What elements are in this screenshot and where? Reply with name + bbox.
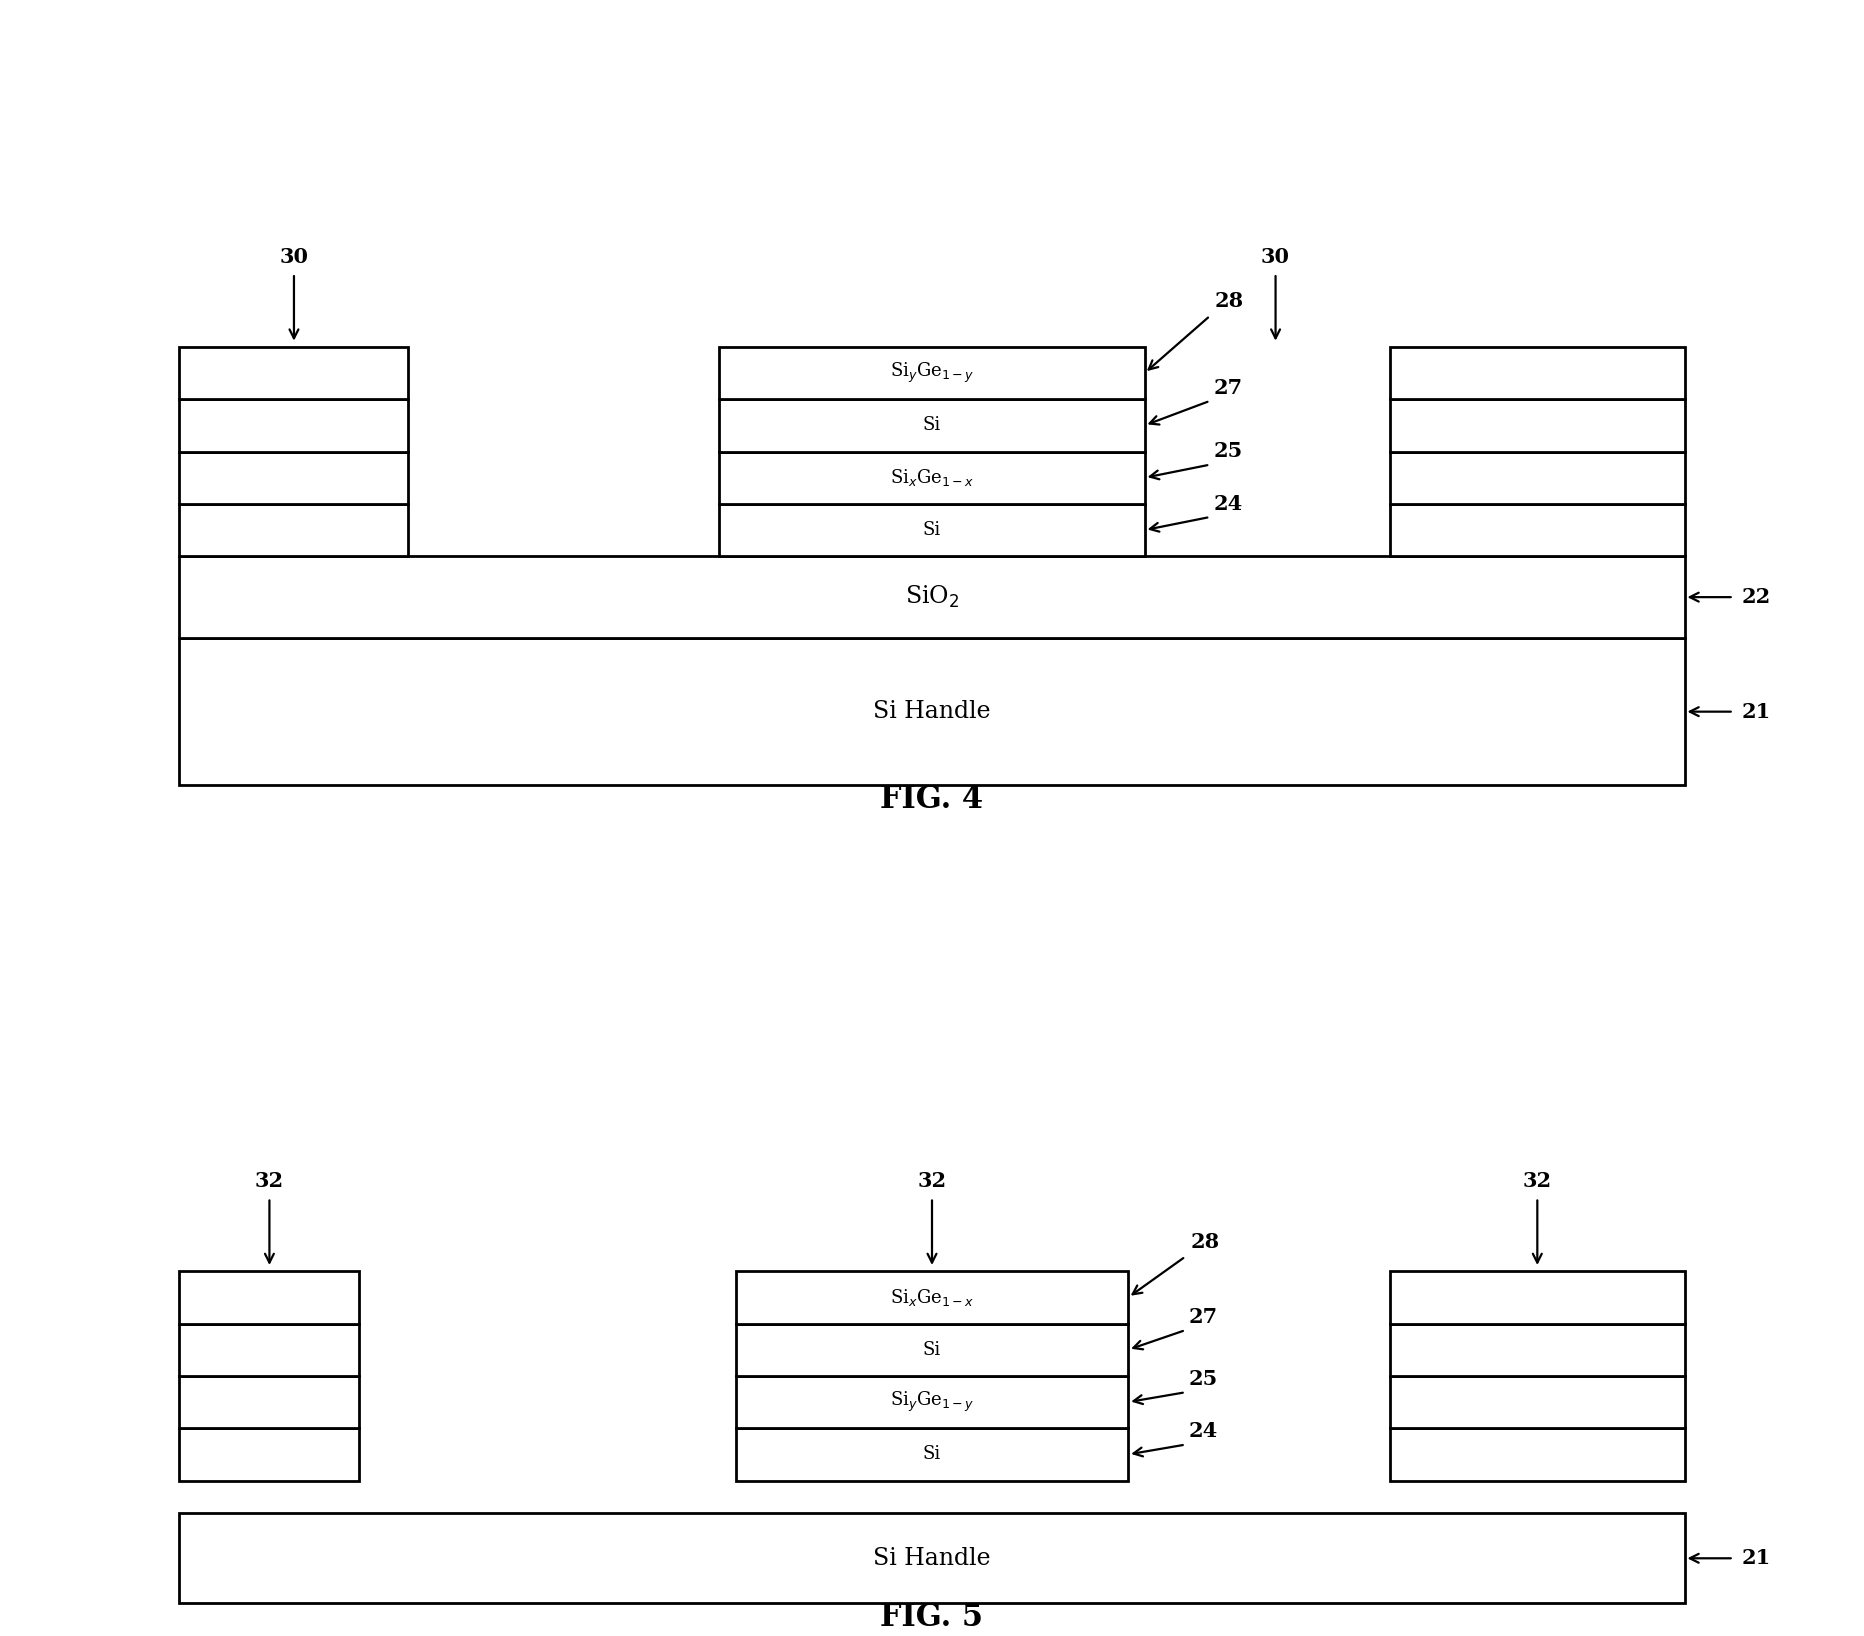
- Text: 30: 30: [1262, 247, 1290, 267]
- Bar: [720, 452, 1144, 504]
- Text: 32: 32: [1523, 1171, 1553, 1191]
- Bar: [1391, 399, 1685, 452]
- Bar: [1391, 504, 1685, 556]
- Bar: [720, 504, 1144, 556]
- Text: Si$_y$Ge$_{1-y}$: Si$_y$Ge$_{1-y}$: [889, 1391, 975, 1414]
- Bar: [1391, 1428, 1685, 1481]
- Text: 30: 30: [280, 247, 308, 267]
- Text: 32: 32: [917, 1171, 947, 1191]
- Bar: [179, 399, 408, 452]
- Text: 21: 21: [1741, 702, 1771, 721]
- Text: 24: 24: [1213, 494, 1243, 514]
- Text: Si$_y$Ge$_{1-y}$: Si$_y$Ge$_{1-y}$: [889, 362, 975, 384]
- Text: Si$_x$Ge$_{1-x}$: Si$_x$Ge$_{1-x}$: [889, 468, 975, 488]
- Text: Si Handle: Si Handle: [872, 700, 992, 723]
- Bar: [179, 1376, 360, 1428]
- Bar: [736, 1324, 1128, 1376]
- Text: 25: 25: [1213, 442, 1243, 461]
- Bar: [179, 556, 1685, 638]
- Text: 25: 25: [1189, 1369, 1217, 1389]
- Text: 32: 32: [255, 1171, 283, 1191]
- Text: Si: Si: [923, 1340, 941, 1360]
- Text: 28: 28: [1215, 291, 1243, 311]
- Text: 27: 27: [1189, 1307, 1217, 1327]
- Text: Si Handle: Si Handle: [872, 1546, 992, 1571]
- Bar: [1391, 347, 1685, 399]
- Bar: [720, 347, 1144, 399]
- Text: FIG. 5: FIG. 5: [880, 1602, 984, 1633]
- Bar: [179, 452, 408, 504]
- Text: 27: 27: [1213, 378, 1243, 398]
- Text: Si$_x$Ge$_{1-x}$: Si$_x$Ge$_{1-x}$: [889, 1288, 975, 1307]
- Text: SiO$_2$: SiO$_2$: [904, 584, 960, 610]
- Text: 28: 28: [1191, 1232, 1219, 1252]
- Bar: [1391, 452, 1685, 504]
- Bar: [179, 1271, 360, 1324]
- Text: 24: 24: [1189, 1422, 1217, 1441]
- Text: Si: Si: [923, 520, 941, 540]
- Bar: [736, 1271, 1128, 1324]
- Bar: [720, 399, 1144, 452]
- Bar: [179, 638, 1685, 785]
- Text: 22: 22: [1741, 587, 1771, 607]
- Bar: [179, 1324, 360, 1376]
- Bar: [736, 1428, 1128, 1481]
- Bar: [1391, 1376, 1685, 1428]
- Bar: [179, 1513, 1685, 1603]
- Text: 21: 21: [1741, 1548, 1771, 1569]
- Text: Si: Si: [923, 1445, 941, 1464]
- Bar: [736, 1376, 1128, 1428]
- Text: FIG. 4: FIG. 4: [880, 784, 984, 815]
- Bar: [179, 1428, 360, 1481]
- Bar: [179, 504, 408, 556]
- Bar: [1391, 1324, 1685, 1376]
- Text: Si: Si: [923, 416, 941, 435]
- Bar: [1391, 1271, 1685, 1324]
- Bar: [179, 347, 408, 399]
